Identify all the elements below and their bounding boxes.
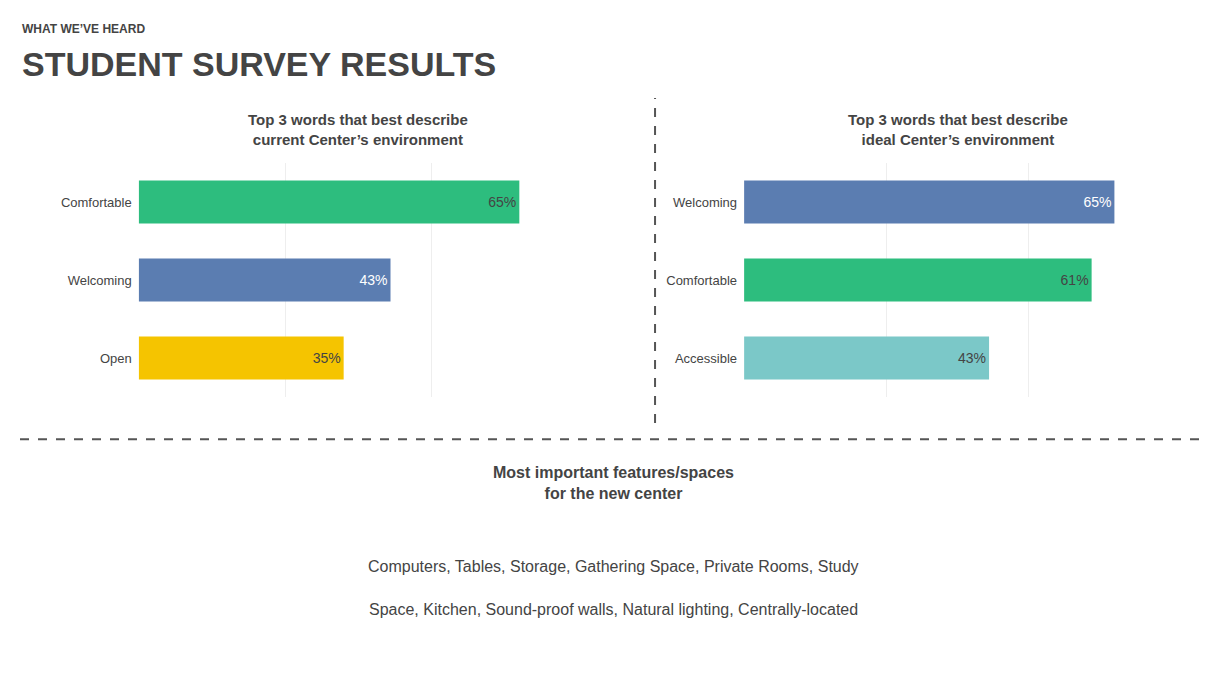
svg-text:Open: Open bbox=[100, 351, 132, 366]
svg-text:35%: 35% bbox=[313, 350, 341, 366]
svg-text:43%: 43% bbox=[359, 272, 387, 288]
svg-text:WHAT WE’VE HEARD: WHAT WE’VE HEARD bbox=[22, 22, 145, 36]
svg-text:43%: 43% bbox=[958, 350, 986, 366]
svg-text:STUDENT SURVEY RESULTS: STUDENT SURVEY RESULTS bbox=[22, 45, 496, 83]
svg-text:Welcoming: Welcoming bbox=[68, 273, 132, 288]
svg-text:Accessible: Accessible bbox=[675, 351, 737, 366]
svg-text:Comfortable: Comfortable bbox=[61, 195, 132, 210]
svg-text:Top 3 words that best describe: Top 3 words that best describecurrent Ce… bbox=[248, 111, 468, 148]
svg-text:65%: 65% bbox=[488, 194, 516, 210]
svg-text:Top 3 words that best describe: Top 3 words that best describeideal Cent… bbox=[848, 111, 1068, 148]
svg-text:Most important features/spaces: Most important features/spacesfor the ne… bbox=[493, 464, 734, 502]
svg-text:Comfortable: Comfortable bbox=[666, 273, 737, 288]
svg-text:65%: 65% bbox=[1083, 194, 1111, 210]
svg-text:61%: 61% bbox=[1061, 272, 1089, 288]
svg-text:Computers, Tables, Storage, Ga: Computers, Tables, Storage, Gathering Sp… bbox=[368, 558, 859, 575]
svg-text:Welcoming: Welcoming bbox=[673, 195, 737, 210]
svg-text:Space, Kitchen, Sound-proof wa: Space, Kitchen, Sound-proof walls, Natur… bbox=[369, 601, 858, 618]
